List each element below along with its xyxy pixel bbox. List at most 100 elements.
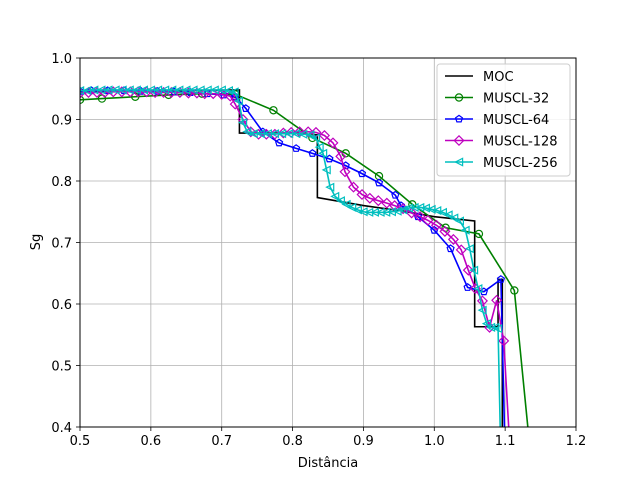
data-point	[341, 199, 351, 209]
data-point	[233, 96, 243, 106]
data-point	[454, 216, 464, 226]
data-point	[460, 225, 470, 235]
data-point	[437, 207, 447, 217]
y-tick-label: 1.0	[51, 52, 72, 67]
data-point	[443, 210, 453, 220]
legend-label: MOC	[483, 70, 514, 85]
y-tick-label: 0.8	[51, 175, 72, 190]
x-tick-label: 0.5	[70, 434, 91, 449]
data-point	[439, 225, 451, 237]
data-point	[308, 148, 317, 157]
data-point	[335, 196, 345, 206]
x-tick-label: 0.9	[353, 434, 374, 449]
data-point	[447, 233, 459, 245]
data-point	[158, 86, 170, 98]
x-tick-label: 1.0	[424, 434, 445, 449]
data-point	[356, 189, 368, 201]
data-point	[274, 138, 284, 147]
series-muscl-256	[80, 85, 503, 427]
legend-label: MUSCL-128	[483, 135, 558, 150]
x-axis-label: Distância	[298, 456, 358, 471]
data-point	[302, 126, 314, 138]
x-tick-label: 0.8	[282, 434, 303, 449]
data-point	[224, 90, 236, 102]
data-point	[335, 150, 347, 162]
data-point	[430, 219, 442, 231]
data-point	[269, 106, 278, 115]
data-point	[339, 166, 351, 178]
data-point	[99, 86, 111, 98]
data-point	[330, 191, 340, 201]
x-tick-label: 0.7	[211, 434, 232, 449]
data-point	[476, 295, 488, 307]
x-tick-label: 1.1	[495, 434, 516, 449]
data-point	[391, 190, 400, 199]
data-point	[477, 305, 487, 315]
legend-label: MUSCL-256	[483, 156, 558, 171]
data-point	[481, 319, 491, 329]
data-point	[510, 286, 519, 295]
x-tick-label: 0.6	[141, 434, 162, 449]
data-point	[321, 165, 331, 175]
data-point	[219, 90, 228, 99]
data-point	[253, 128, 265, 140]
data-point	[291, 144, 301, 152]
data-point	[374, 178, 384, 187]
legend-label: MUSCL-32	[483, 92, 549, 107]
y-tick-label: 0.9	[51, 114, 72, 129]
legend-marker	[454, 114, 464, 123]
data-point	[369, 207, 379, 217]
data-point	[464, 244, 474, 254]
y-tick-label: 0.6	[51, 298, 72, 313]
data-point	[318, 148, 328, 158]
data-point	[260, 128, 272, 140]
legend-marker	[454, 93, 464, 102]
data-point	[491, 294, 503, 306]
data-point	[347, 181, 360, 193]
series-line	[80, 89, 501, 427]
data-point	[149, 86, 161, 98]
legend-label: MUSCL-64	[483, 113, 549, 128]
data-point	[347, 202, 357, 213]
data-point	[409, 202, 419, 213]
x-tick-label: 1.2	[566, 434, 587, 449]
data-point	[381, 197, 393, 209]
data-point	[305, 130, 315, 140]
data-point	[241, 104, 250, 112]
data-point	[432, 205, 442, 216]
data-point	[357, 169, 367, 178]
data-point	[469, 265, 479, 275]
data-point	[314, 142, 324, 152]
legend-marker	[453, 134, 465, 147]
data-point	[406, 207, 418, 219]
data-point	[327, 137, 339, 149]
y-tick-label: 0.4	[51, 421, 72, 436]
data-point	[238, 118, 248, 128]
data-point	[498, 335, 510, 347]
data-point	[80, 86, 85, 95]
data-point	[375, 207, 385, 217]
series-layer	[80, 85, 529, 427]
data-point	[455, 244, 467, 256]
data-point	[486, 322, 496, 332]
legend: MOC MUSCL-32 MUSCL-64 MUSCL-128 MUSCL-256	[436, 63, 571, 177]
data-point	[364, 207, 374, 217]
data-point	[318, 129, 330, 142]
data-point	[364, 192, 376, 204]
data-point	[325, 182, 335, 192]
data-point	[496, 275, 506, 283]
data-point	[277, 127, 289, 139]
data-point	[352, 205, 362, 215]
data-point	[479, 287, 489, 296]
legend-marker	[454, 157, 464, 167]
data-point	[449, 213, 459, 223]
data-point	[398, 205, 408, 215]
data-point	[493, 324, 503, 334]
data-point	[474, 229, 484, 239]
data-point	[414, 211, 426, 223]
data-point	[422, 214, 434, 226]
data-point	[463, 283, 472, 291]
data-point	[462, 264, 474, 276]
data-point	[242, 127, 252, 137]
